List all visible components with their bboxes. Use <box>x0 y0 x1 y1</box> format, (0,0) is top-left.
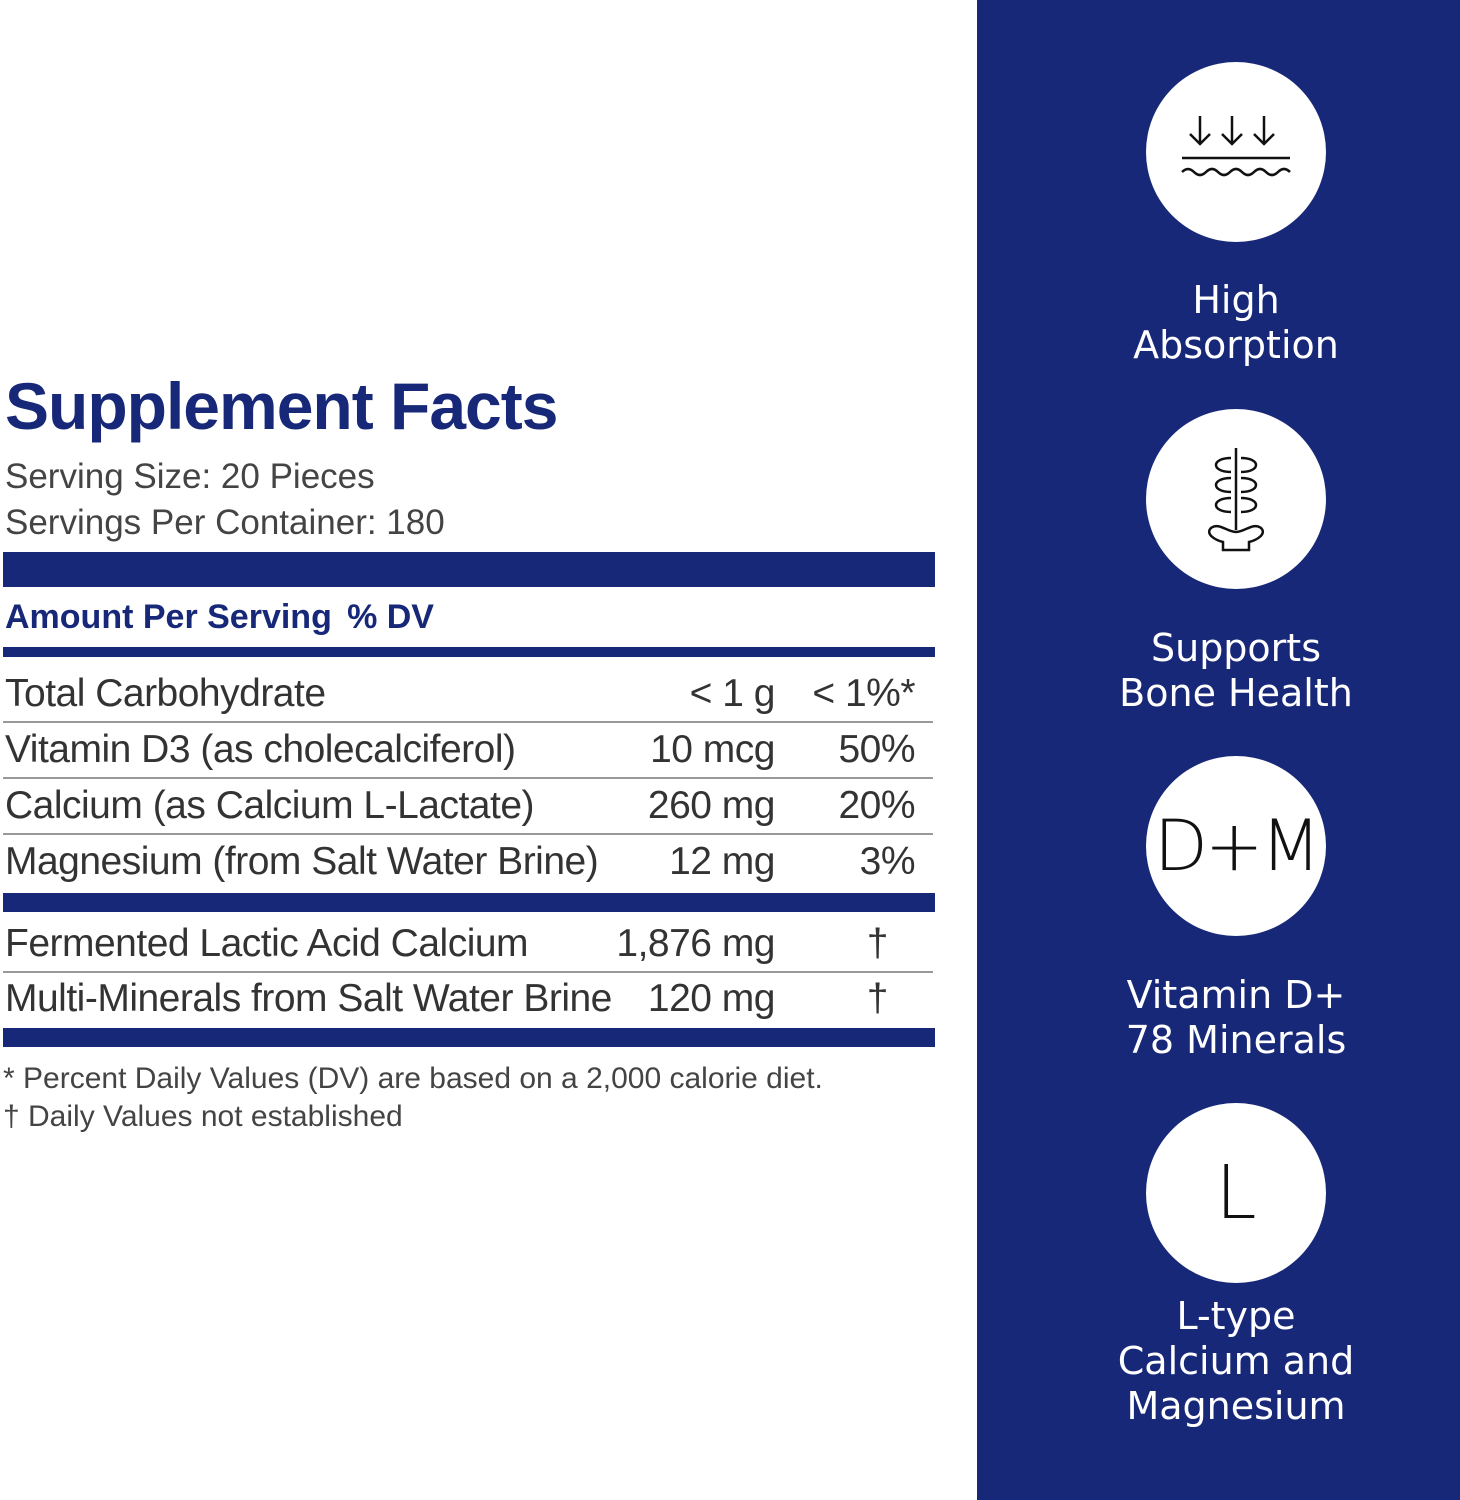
serving-size: Serving Size: 20 Pieces <box>5 457 375 496</box>
icon-text: D+M <box>1154 805 1321 887</box>
ingredient-amount: 1,876 mg <box>616 922 775 965</box>
feature-label: Supports Bone Health <box>1060 626 1412 716</box>
feature-label: L-type Calcium and Magnesium <box>1060 1294 1412 1429</box>
nutrient-amount: 260 mg <box>647 784 776 827</box>
feature-label-line: Calcium and <box>1117 1339 1355 1383</box>
feature-label-line: Absorption <box>1133 323 1339 367</box>
header-dv: % DV <box>347 598 434 636</box>
feature-label-line: Vitamin D+ <box>1126 973 1346 1017</box>
feature-label: Vitamin D+ 78 Minerals <box>1060 973 1412 1063</box>
nutrient-amount: 10 mcg <box>650 728 775 771</box>
table-row: Total Carbohydrate < 1 g < 1%* <box>3 666 933 723</box>
l-text-icon: L <box>1146 1103 1326 1283</box>
dm-text-icon: D+M <box>1146 756 1326 936</box>
feature-label-line: Bone Health <box>1119 671 1353 715</box>
ingredient-dv: † <box>866 922 889 965</box>
header-divider <box>3 647 935 657</box>
nutrient-amount: < 1 g <box>689 672 776 715</box>
icon-text: L <box>1215 1150 1257 1236</box>
section-divider <box>3 893 935 912</box>
ingredient-amount: 120 mg <box>647 977 776 1020</box>
bottom-divider <box>3 1028 935 1047</box>
table-row: Magnesium (from Salt Water Brine) 12 mg … <box>3 834 933 889</box>
spine-bone-icon <box>1146 409 1326 589</box>
nutrient-name: Magnesium (from Salt Water Brine) <box>5 840 599 883</box>
table-row: Multi-Minerals from Salt Water Brine 120… <box>3 971 933 1026</box>
footnote-dv: * Percent Daily Values (DV) are based on… <box>3 1062 823 1095</box>
nutrient-name: Total Carbohydrate <box>5 672 326 715</box>
feature-label-line: L-type <box>1176 1294 1296 1338</box>
table-row: Calcium (as Calcium L-Lactate) 260 mg 20… <box>3 778 933 835</box>
nutrient-dv: 50% <box>838 728 915 771</box>
table-row: Vitamin D3 (as cholecalciferol) 10 mcg 5… <box>3 722 933 779</box>
feature-label-line: 78 Minerals <box>1125 1018 1347 1062</box>
nutrient-name: Calcium (as Calcium L-Lactate) <box>5 784 535 827</box>
feature-label-line: Magnesium <box>1126 1384 1346 1428</box>
supplement-facts-panel: Supplement Facts Serving Size: 20 Pieces… <box>3 369 935 1133</box>
nutrient-dv: 20% <box>838 784 915 827</box>
nutrient-amount: 12 mg <box>669 840 775 883</box>
ingredient-name: Fermented Lactic Acid Calcium <box>5 922 529 965</box>
feature-label: High Absorption <box>1060 278 1412 368</box>
footnote-dagger: † Daily Values not established <box>3 1100 403 1133</box>
feature-label-line: Supports <box>1150 626 1322 670</box>
nutrient-name: Vitamin D3 (as cholecalciferol) <box>5 728 516 771</box>
top-divider <box>3 552 935 587</box>
nutrient-dv: < 1%* <box>812 672 915 715</box>
header-amount: Amount Per Serving <box>5 598 332 636</box>
absorption-arrows-icon <box>1146 62 1326 242</box>
table-row: Fermented Lactic Acid Calcium 1,876 mg † <box>3 916 933 973</box>
nutrient-dv: 3% <box>859 840 916 883</box>
ingredient-dv: † <box>866 977 889 1020</box>
feature-label-line: High <box>1192 278 1280 322</box>
servings-per-container: Servings Per Container: 180 <box>5 503 445 542</box>
ingredient-name: Multi-Minerals from Salt Water Brine <box>5 977 612 1020</box>
page-title: Supplement Facts <box>5 369 558 443</box>
